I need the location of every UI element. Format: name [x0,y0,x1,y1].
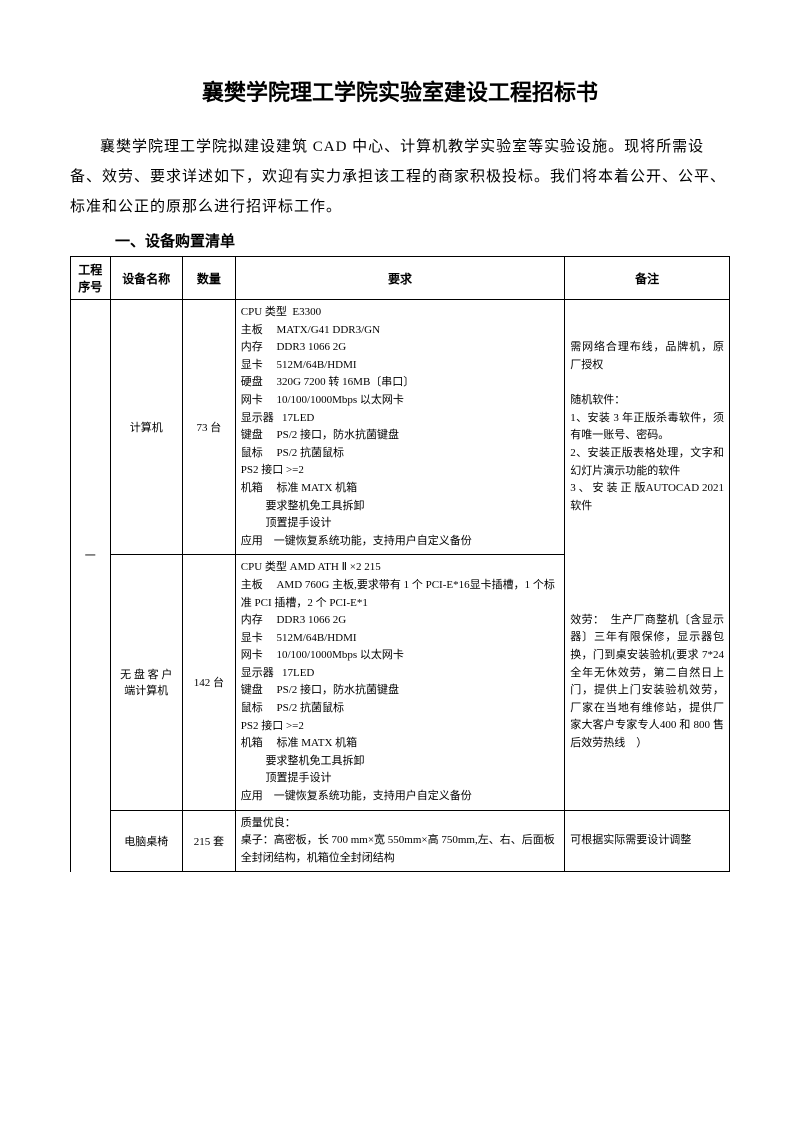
table-row: 无 盘 客 户端计算机 142 台 CPU 类型 AMD ATH Ⅱ ×2 21… [71,555,730,810]
section-heading: 一、设备购置清单 [115,230,730,251]
cell-note: 效劳： 生产厂商整机〔含显示器〕三年有限保修，显示器包换，门到桌安装验机(要求 … [565,555,730,810]
table-row: 一 计算机 73 台 CPU 类型 E3300 主板 MATX/G41 DDR3… [71,300,730,555]
cell-note: 需网络合理布线，品牌机，原厂授权 随机软件： 1、安装 3 年正版杀毒软件，须有… [565,300,730,555]
cell-seq-empty [71,810,111,872]
page-title: 襄樊学院理工学院实验室建设工程招标书 [70,75,730,107]
note-text: 需网络合理布线，品牌机，原厂授权 随机软件： 1、安装 3 年正版杀毒软件，须有… [570,339,724,515]
cell-qty: 215 套 [183,810,236,872]
cell-qty: 142 台 [183,555,236,810]
header-note: 备注 [565,257,730,300]
header-seq: 工程序号 [71,257,111,300]
table-row: 电脑桌椅 215 套 质量优良： 桌子：高密板，长 700 mm×宽 550mm… [71,810,730,872]
header-name: 设备名称 [110,257,182,300]
header-qty: 数量 [183,257,236,300]
cell-name: 电脑桌椅 [110,810,182,872]
table-header-row: 工程序号 设备名称 数量 要求 备注 [71,257,730,300]
cell-req: 质量优良： 桌子：高密板，长 700 mm×宽 550mm×高 750mm,左、… [235,810,565,872]
cell-req: CPU 类型 AMD ATH Ⅱ ×2 215 主板 AMD 760G 主板,要… [235,555,565,810]
cell-qty: 73 台 [183,300,236,555]
req-text: CPU 类型 AMD ATH Ⅱ ×2 215 主板 AMD 760G 主板,要… [241,559,560,805]
cell-req: CPU 类型 E3300 主板 MATX/G41 DDR3/GN 内存 DDR3… [235,300,565,555]
header-req: 要求 [235,257,565,300]
equipment-table: 工程序号 设备名称 数量 要求 备注 一 计算机 73 台 CPU 类型 E33… [70,256,730,872]
cell-seq: 一 [71,300,111,811]
cell-note: 可根据实际需要设计调整 [565,810,730,872]
note-text: 效劳： 生产厂商整机〔含显示器〕三年有限保修，显示器包换，门到桌安装验机(要求 … [570,612,724,753]
intro-paragraph: 襄樊学院理工学院拟建设建筑 CAD 中心、计算机教学实验室等实验设施。现将所需设… [70,132,730,222]
req-text: CPU 类型 E3300 主板 MATX/G41 DDR3/GN 内存 DDR3… [241,304,560,550]
cell-name: 无 盘 客 户端计算机 [110,555,182,810]
note-text: 可根据实际需要设计调整 [570,832,724,850]
req-text: 质量优良： 桌子：高密板，长 700 mm×宽 550mm×高 750mm,左、… [241,815,560,868]
cell-name: 计算机 [110,300,182,555]
